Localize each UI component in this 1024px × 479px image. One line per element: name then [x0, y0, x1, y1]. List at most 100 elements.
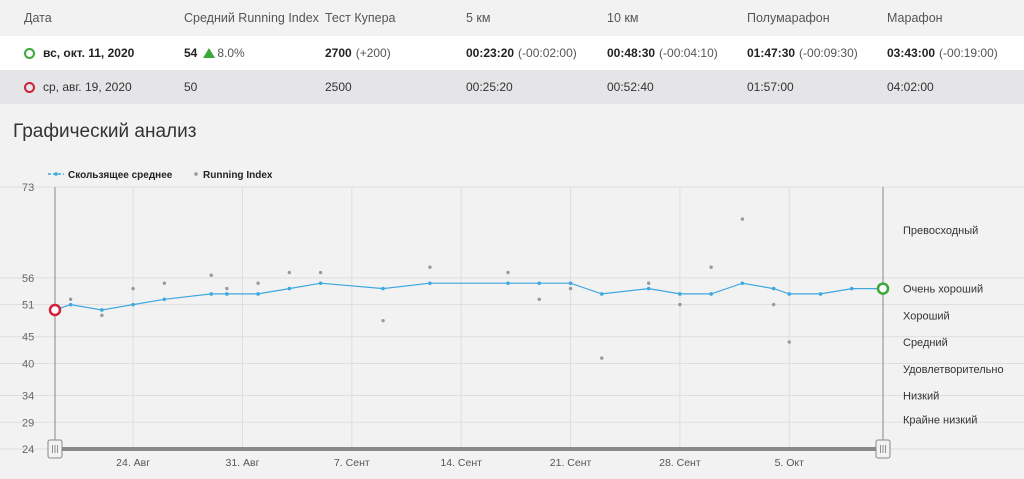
- running-index-point: [162, 281, 167, 285]
- moving-average-point: [537, 281, 542, 286]
- legend-dot-marker: [54, 172, 58, 176]
- y-tick-label: 45: [22, 332, 34, 344]
- running-index-value: 54: [184, 46, 198, 60]
- table-header: Дата Средний Running Index Тест Купера 5…: [0, 0, 1024, 36]
- 5km-value: 00:23:20: [466, 46, 515, 60]
- x-tick-label: 28. Сент: [659, 457, 701, 469]
- zone-label: Превосходный: [903, 225, 978, 237]
- table-row[interactable]: вс, окт. 11, 2020 54 8.0% 2700 (+200) 00…: [0, 36, 1024, 70]
- moving-average-point: [225, 292, 229, 296]
- moving-average-point: [131, 302, 135, 307]
- running-index-point: [568, 286, 573, 291]
- moving-average-point: [287, 286, 292, 291]
- y-tick-label: 29: [22, 417, 34, 429]
- moving-average-point: [506, 281, 510, 286]
- 5km-cell: 00:23:20 (-00:02:00): [466, 36, 577, 70]
- header-running-index: Средний Running Index: [184, 11, 319, 25]
- running-index-point: [740, 217, 745, 221]
- zone-label: Удовлетворительно: [903, 364, 1004, 376]
- 10km-value: 00:52:40: [607, 80, 654, 94]
- header-cooper: Тест Купера: [325, 11, 396, 25]
- running-index-point: [381, 318, 385, 323]
- date-cell: вс, окт. 11, 2020: [24, 36, 134, 70]
- running-index-point: [256, 281, 260, 285]
- running-index-point: [287, 270, 292, 275]
- zone-label: Средний: [903, 337, 948, 349]
- half-marathon-value: 01:57:00: [747, 80, 794, 94]
- x-tick-label: 5. Окт: [775, 457, 805, 469]
- moving-average-point: [818, 292, 823, 296]
- moving-average-point: [568, 281, 573, 286]
- marathon-value: 03:43:00: [887, 46, 936, 60]
- date-text: ср, авг. 19, 2020: [43, 80, 132, 94]
- running-index-point: [771, 302, 776, 307]
- cooper-value: 2500: [325, 80, 352, 94]
- running-index-point: [318, 270, 323, 275]
- 10km-value: 00:48:30: [607, 46, 656, 60]
- legend-label: Running Index: [203, 170, 273, 181]
- y-tick-label: 24: [22, 444, 34, 456]
- 10km-cell: 00:48:30 (-00:04:10): [607, 36, 718, 70]
- half-marathon-diff: (-00:09:30): [799, 46, 858, 60]
- moving-average-point: [68, 302, 73, 307]
- x-tick-label: 31. Авг: [226, 457, 260, 469]
- half-marathon-cell: 01:47:30 (-00:09:30): [747, 36, 858, 70]
- marathon-value: 04:02:00: [887, 80, 934, 94]
- running-index-point: [225, 286, 229, 291]
- marathon-diff: (-00:19:00): [939, 46, 998, 60]
- running-index-point: [787, 340, 791, 344]
- 5km-diff: (-00:02:00): [518, 46, 577, 60]
- green-ring-icon: [24, 47, 35, 59]
- moving-average-point: [318, 281, 323, 286]
- y-tick-label: 34: [22, 391, 34, 403]
- header-5km: 5 км: [466, 11, 491, 25]
- moving-average-point: [849, 286, 854, 291]
- x-tick-label: 21. Сент: [550, 457, 592, 469]
- zone-label: Низкий: [903, 391, 939, 403]
- legend-label: Скользящее среднее: [68, 170, 173, 181]
- chart-legend: Скользящее среднее Running Index: [48, 170, 273, 181]
- red-ring-icon: [24, 81, 35, 93]
- running-index-point: [209, 273, 213, 277]
- cooper-value: 2700: [325, 46, 352, 60]
- running-index-value: 50: [184, 80, 198, 94]
- y-tick-label: 56: [22, 273, 34, 285]
- header-half-marathon: Полумарафон: [747, 11, 830, 25]
- running-index-point: [68, 297, 73, 301]
- half-marathon-value: 01:47:30: [747, 46, 796, 60]
- header-marathon: Марафон: [887, 11, 943, 25]
- running-index-point: [646, 281, 651, 285]
- x-tick-label: 14. Сент: [440, 457, 482, 469]
- moving-average-point: [256, 292, 260, 296]
- zone-label: Хороший: [903, 310, 950, 322]
- navigator-track: [55, 447, 883, 451]
- 5km-value: 00:25:20: [466, 80, 513, 94]
- marathon-cell: 03:43:00 (-00:19:00): [887, 36, 998, 70]
- moving-average-point: [678, 292, 682, 296]
- y-tick-label: 73: [22, 182, 34, 194]
- running-index-chart[interactable]: Превосходный Очень хороший Хороший Средний У…: [0, 158, 1024, 479]
- moving-average-point: [740, 281, 745, 286]
- moving-average-line: [54, 282, 883, 311]
- running-index-cell: 54 8.0%: [184, 36, 245, 70]
- x-axis: 24. Авг 31. Авг 7. Сент 14. Сент 21. Сент 28.…: [116, 457, 804, 469]
- section-title: Графический анализ: [13, 121, 197, 142]
- running-index-point: [709, 265, 713, 269]
- range-navigator: [47, 439, 891, 459]
- plot-area: [48, 217, 890, 360]
- y-axis: 24 29 34 40 45 51 56 73: [22, 182, 34, 456]
- chart-grid: [0, 186, 1024, 450]
- moving-average-point: [100, 308, 104, 312]
- cooper-cell: 2700 (+200): [325, 36, 391, 70]
- running-index-change: 8.0%: [217, 46, 245, 60]
- end-marker-ring-icon: [876, 282, 890, 295]
- start-marker-ring-icon: [48, 303, 62, 317]
- zone-labels: Превосходный Очень хороший Хороший Средний У…: [903, 225, 1004, 427]
- y-tick-label: 51: [22, 300, 34, 312]
- date-cell: ср, авг. 19, 2020: [24, 70, 132, 104]
- moving-average-point: [599, 292, 604, 296]
- table-row[interactable]: ср, авг. 19, 2020 50 2500 00:25:20 00:52…: [0, 70, 1024, 104]
- moving-average-point: [209, 292, 214, 296]
- moving-average-point: [787, 292, 792, 296]
- header-10km: 10 км: [607, 11, 639, 25]
